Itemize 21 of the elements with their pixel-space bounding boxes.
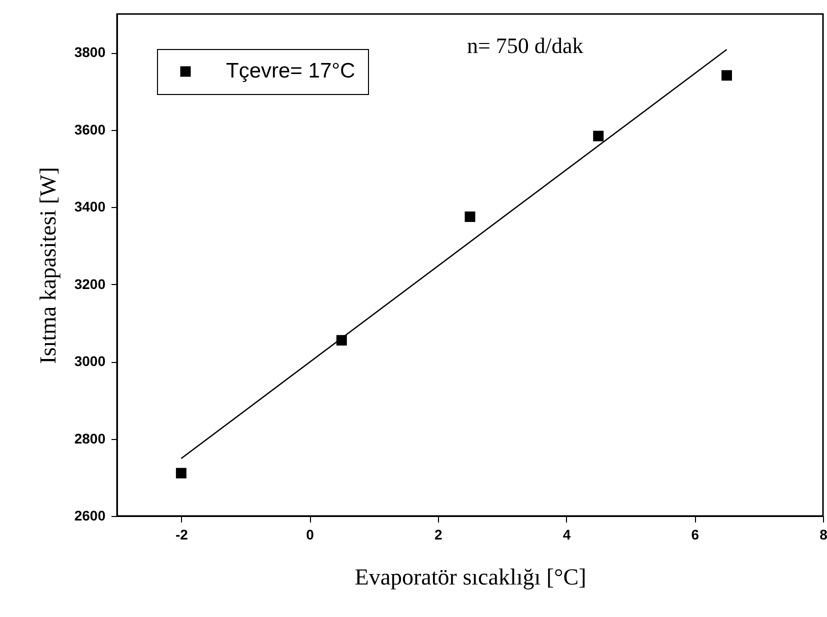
y-tick-label: 3200 bbox=[74, 276, 106, 292]
y-tick-label: 2800 bbox=[74, 430, 106, 446]
y-tick-label: 3600 bbox=[74, 121, 106, 138]
y-axis-title: Isıtma kapasitesi [W] bbox=[35, 167, 60, 364]
x-tick-label: 4 bbox=[562, 526, 571, 542]
point bbox=[593, 130, 604, 142]
legend-label: Tçevre= 17°C bbox=[226, 60, 356, 82]
x-tick-label: 6 bbox=[691, 526, 700, 542]
point bbox=[721, 70, 732, 81]
x-tick-label: 8 bbox=[820, 526, 827, 542]
x-tick-label: 0 bbox=[306, 526, 314, 542]
y-tick-label: 3400 bbox=[74, 198, 106, 215]
annotation: n= 750 d/dak bbox=[467, 33, 584, 58]
x-tick-label: 2 bbox=[434, 526, 443, 542]
y-tick-label: 2600 bbox=[74, 508, 106, 524]
y-tick-label: 3000 bbox=[74, 353, 106, 370]
y-tick-label: 3800 bbox=[74, 44, 106, 60]
point bbox=[176, 468, 186, 478]
x-axis-title: Evaporatör sıcaklığı [°C] bbox=[354, 564, 586, 590]
x-tick-label: -2 bbox=[175, 526, 188, 542]
point bbox=[464, 211, 476, 222]
